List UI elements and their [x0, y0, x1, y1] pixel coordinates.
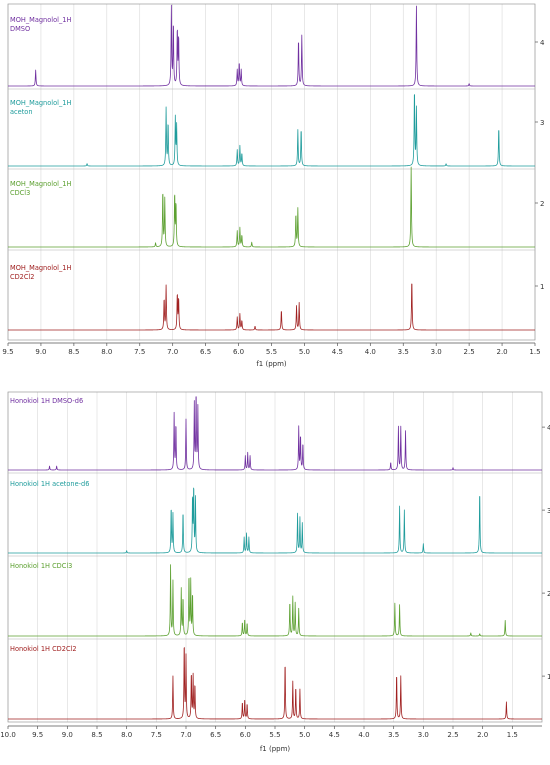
honokiol-panel: 1 2 3 4 Honokiol 1H DMSO-d6 Honokiol 1H aceto… — [0, 391, 550, 753]
x-axis-tick-label: 4.0 — [365, 348, 376, 356]
x-axis-tick-label: 7.0 — [180, 731, 191, 739]
x-axis-tick-label: 2.0 — [477, 731, 488, 739]
magnolol-panel: 1234MOH_Magnolol_1HDMSOMOH_Magnolol_1Hac… — [2, 3, 545, 368]
x-axis-unit-label: f1 (ppm) — [256, 360, 287, 368]
x-axis-tick-label: 2.5 — [447, 731, 458, 739]
x-axis-tick-label: 5.0 — [299, 731, 310, 739]
x-axis-tick-label: 8.0 — [121, 731, 132, 739]
spectrum-trace — [7, 564, 543, 637]
spectrum-trace — [7, 4, 536, 87]
plot-frame — [7, 3, 536, 341]
right-axis-label: 4 — [540, 39, 545, 47]
x-axis-tick-label: 8.0 — [101, 348, 112, 356]
right-axis-label: 3 — [540, 119, 544, 127]
x-axis-tick-label: 4.5 — [332, 348, 343, 356]
x-axis-tick-label: 3.5 — [398, 348, 409, 356]
x-axis-tick-label: 6.5 — [210, 731, 221, 739]
right-axis-label: 1 — [547, 673, 550, 681]
spectrum-label: MOH_Magnolol_1H — [10, 264, 71, 272]
right-axis-label: 3 — [547, 507, 550, 515]
spectrum-trace — [7, 396, 543, 471]
x-axis-tick-label: 8.5 — [91, 731, 102, 739]
x-axis-tick-label: 4.0 — [358, 731, 369, 739]
x-axis-tick-label: 3.0 — [418, 731, 429, 739]
spectrum-trace — [7, 94, 536, 167]
x-axis-tick-label: 5.5 — [269, 731, 280, 739]
x-axis-tick-label: 5.5 — [266, 348, 277, 356]
x-axis-tick-label: 2.0 — [496, 348, 507, 356]
x-axis-tick-label: 6.0 — [233, 348, 244, 356]
x-axis-tick-label: 4.5 — [329, 731, 340, 739]
spectrum-solvent-label: CDCl3 — [10, 189, 30, 197]
spectrum-trace — [7, 283, 536, 331]
x-axis-tick-label: 9.0 — [35, 348, 46, 356]
x-axis-tick-label: 3.5 — [388, 731, 399, 739]
spectrum-trace — [7, 166, 536, 248]
x-axis-tick-label: 7.5 — [134, 348, 145, 356]
x-axis-tick-label: 5.0 — [299, 348, 310, 356]
plot-frame — [7, 391, 543, 723]
spectrum-solvent-label: CD2Cl2 — [10, 273, 35, 281]
x-axis-tick-label: 1.5 — [529, 348, 540, 356]
x-axis-tick-label: 6.0 — [240, 731, 251, 739]
x-axis-tick-label: 9.5 — [2, 348, 13, 356]
spectrum-label: Honokiol 1H acetone-d6 — [10, 480, 89, 488]
right-axis-label: 2 — [547, 590, 550, 598]
x-axis-tick-label: 7.0 — [167, 348, 178, 356]
x-axis-unit-label: f1 (ppm) — [260, 745, 291, 753]
right-axis-label: 4 — [547, 424, 550, 432]
x-axis-tick-label: 6.5 — [200, 348, 211, 356]
x-axis-tick-label: 1.5 — [507, 731, 518, 739]
spectrum-trace — [7, 647, 543, 720]
spectrum-label: Honokiol 1H DMSO-d6 — [10, 397, 83, 405]
x-axis-tick-label: 8.5 — [68, 348, 79, 356]
x-axis-tick-label: 10.0 — [0, 731, 16, 739]
spectrum-label: MOH_Magnolol_1H — [10, 99, 71, 107]
x-axis-tick-label: 7.5 — [151, 731, 162, 739]
spectrum-label: Honokiol 1H CDCl3 — [10, 562, 72, 570]
spectrum-label: Honokiol 1H CD2Cl2 — [10, 645, 77, 653]
x-axis-tick-label: 9.5 — [32, 731, 43, 739]
x-axis-tick-label: 3.0 — [431, 348, 442, 356]
spectrum-label: MOH_Magnolol_1H — [10, 16, 71, 24]
spectrum-solvent-label: DMSO — [10, 25, 30, 33]
spectrum-trace — [7, 487, 543, 554]
spectrum-solvent-label: aceton — [10, 108, 33, 116]
right-axis-label: 2 — [540, 200, 544, 208]
x-axis-tick-label: 2.5 — [464, 348, 475, 356]
x-axis-tick-label: 9.0 — [62, 731, 73, 739]
spectrum-label: MOH_Magnolol_1H — [10, 180, 71, 188]
right-axis-label: 1 — [540, 283, 544, 291]
